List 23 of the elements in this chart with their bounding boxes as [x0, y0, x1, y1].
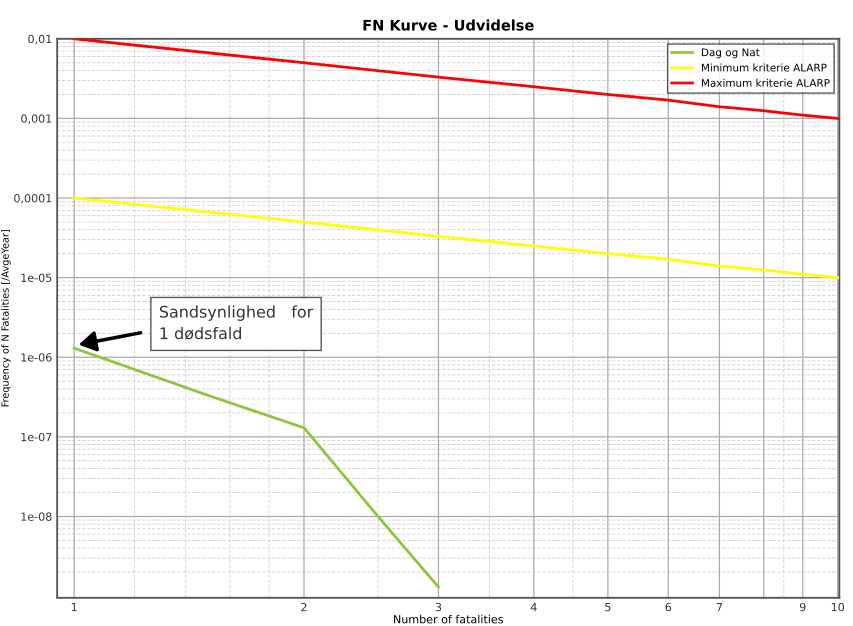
x-tick-label: 7 [716, 603, 722, 612]
y-tick-label: 0,0001 [14, 194, 52, 204]
x-axis-title: Number of fatalities [394, 614, 503, 624]
x-tick-label: 1 [72, 603, 77, 612]
y-tick-label: 1e-05 [21, 274, 52, 282]
legend-label: Dag og Nat [702, 48, 760, 58]
y-tick-label: 1e-08 [21, 512, 52, 521]
y-axis-title: Frequency of N Fatalities [/AvgeYear] [1, 230, 11, 406]
y-tick-label: 1e-07 [21, 432, 52, 442]
x-tick-label: 6 [666, 602, 672, 612]
y-tick-label: 0,01 [28, 34, 52, 44]
x-tick-label: 10 [832, 602, 844, 612]
x-tick-label: 3 [436, 602, 442, 612]
y-tick-label: 0,001 [21, 114, 52, 124]
x-tick-label: 2 [301, 602, 306, 612]
legend-label: Maximum kriterie ALARP [702, 78, 830, 87]
legend-label: Minimum kriterie ALARP [702, 63, 827, 72]
x-tick-label: 9 [800, 602, 806, 612]
annotation: Sandsynlighed for 1 dødsfald [160, 305, 314, 340]
x-tick-label: 5 [605, 603, 610, 612]
chart-title: FN Kurve - Udvidelse [364, 19, 534, 31]
x-tick-label: 4 [530, 603, 537, 612]
y-tick-label: 1e-06 [21, 353, 52, 362]
